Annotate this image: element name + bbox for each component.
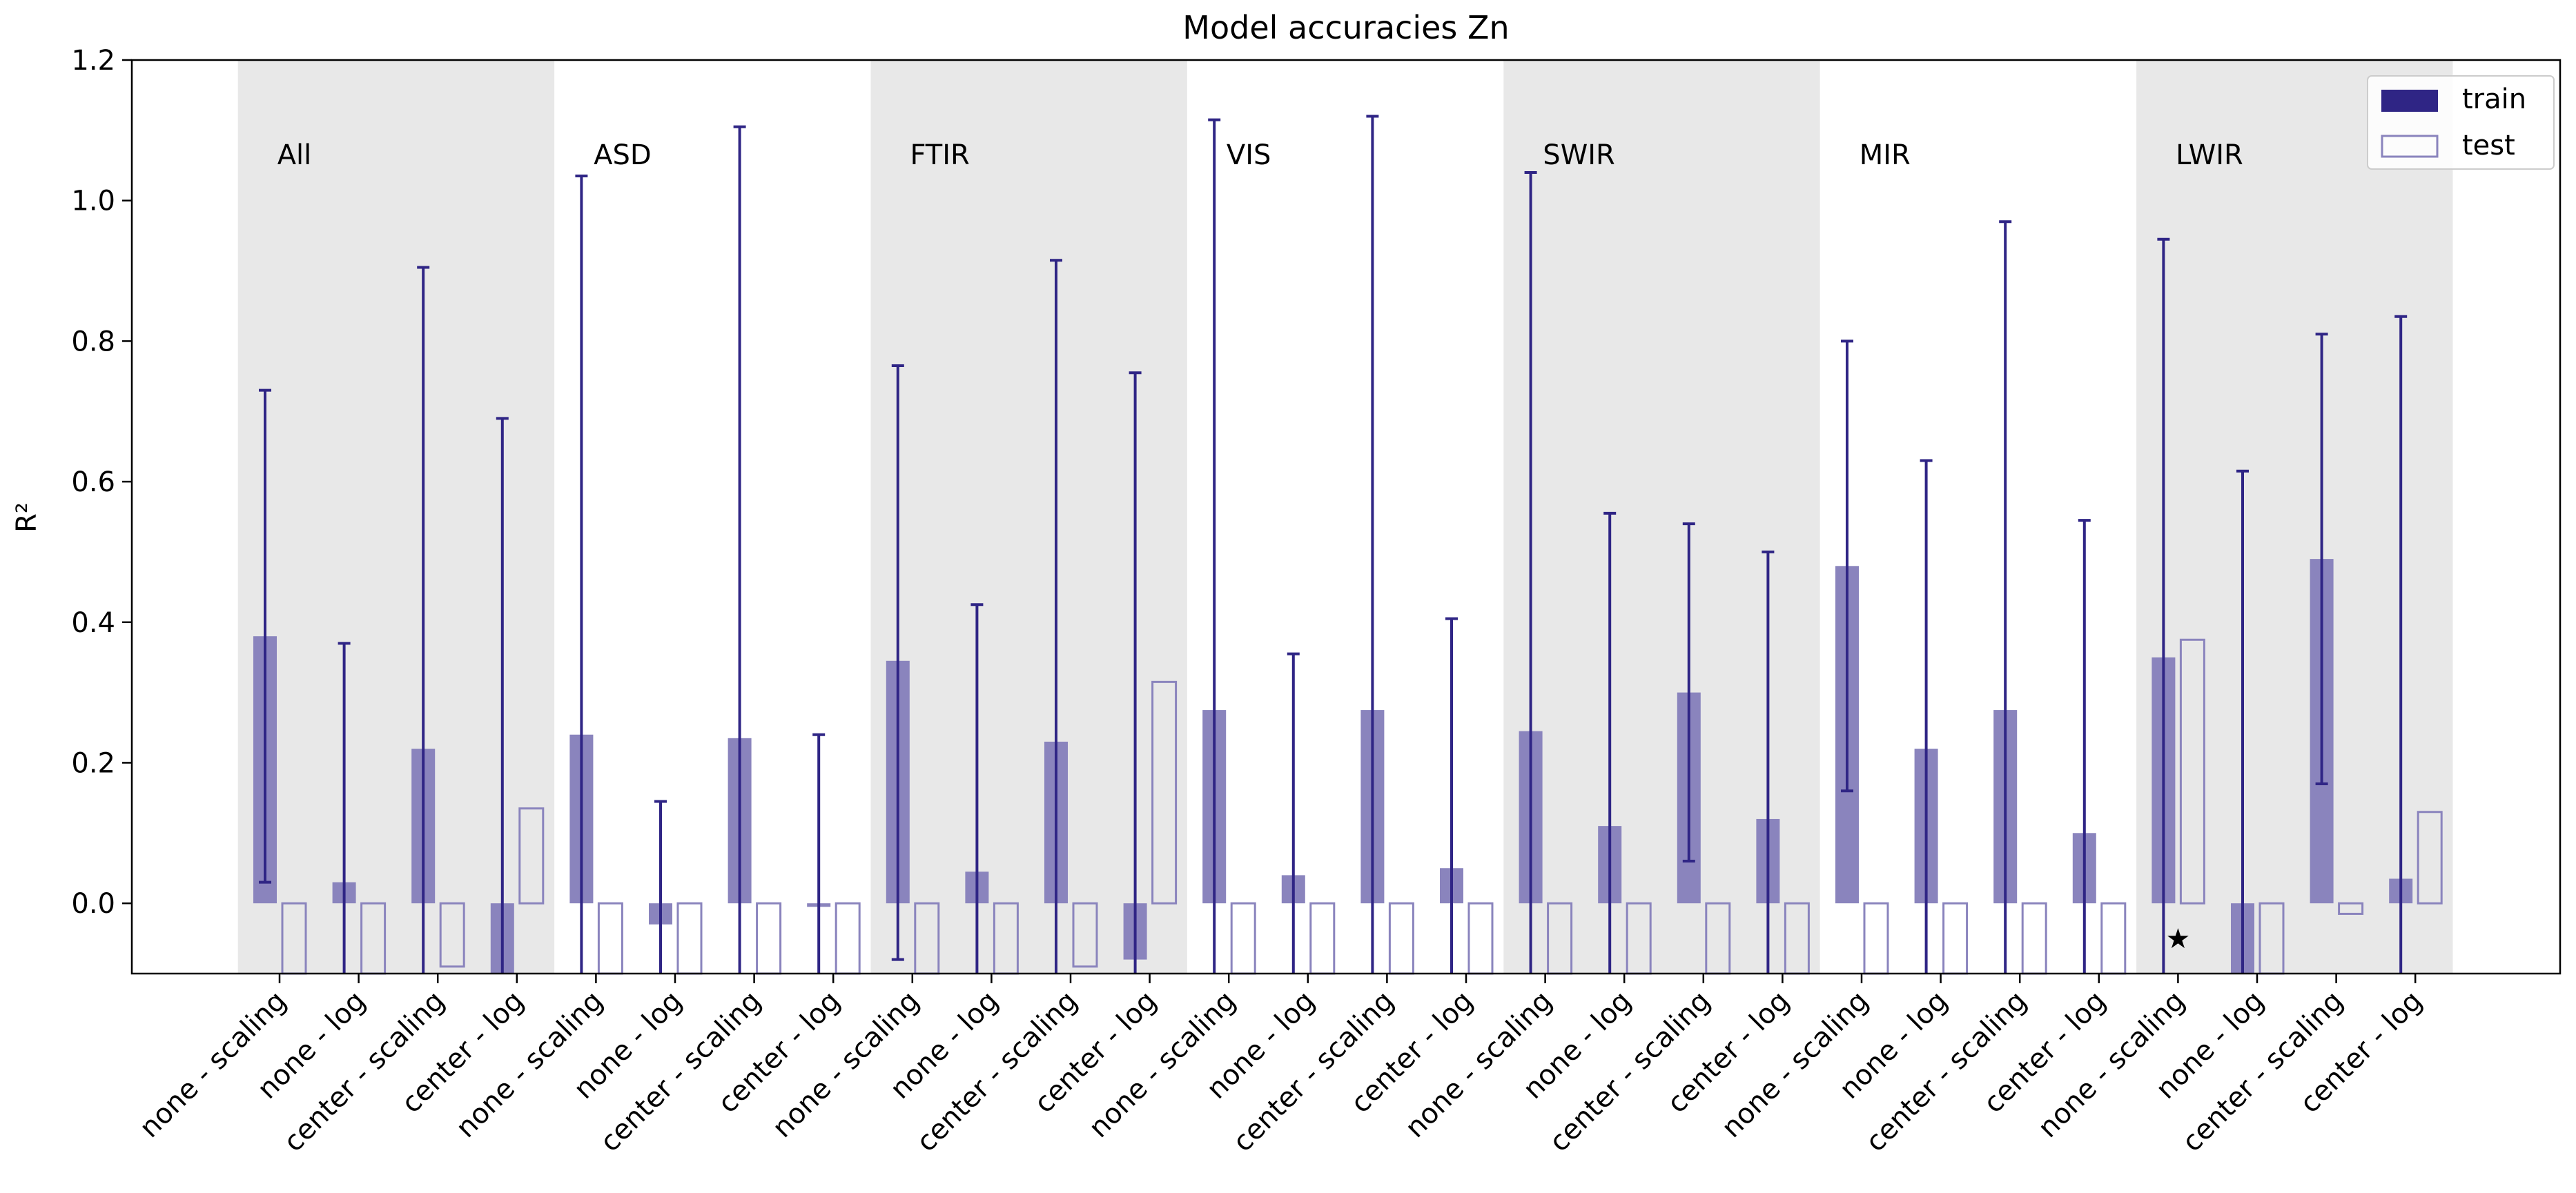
test-bar-2 — [439, 902, 465, 968]
test-bar-26 — [2338, 902, 2364, 915]
group-label-5: MIR — [1860, 139, 1911, 171]
test-bar-24 — [2179, 638, 2205, 905]
group-band-6 — [2136, 61, 2453, 973]
group-band-0 — [237, 61, 555, 973]
y-tick-label-1: 0.2 — [71, 747, 115, 779]
plot-frame — [130, 59, 2562, 975]
legend-swatch-test — [2381, 135, 2439, 158]
y-tick-label-5: 1.0 — [71, 186, 115, 217]
group-band-2 — [870, 61, 1187, 973]
group-label-1: ASD — [594, 139, 652, 171]
legend-label-test: test — [2462, 130, 2515, 161]
test-bar-27 — [2417, 811, 2443, 905]
test-bar-11 — [1151, 680, 1178, 905]
y-tick-label-2: 0.4 — [71, 607, 115, 639]
legend-label-train: train — [2462, 83, 2526, 115]
y-tick-label-6: 1.2 — [71, 45, 115, 77]
legend: train test — [2367, 75, 2555, 170]
group-label-4: SWIR — [1543, 139, 1615, 171]
y-tick-label-0: 0.0 — [71, 888, 115, 920]
group-label-3: VIS — [1227, 139, 1271, 171]
group-label-6: LWIR — [2176, 139, 2243, 171]
chart-title: Model accuracies Zn — [1182, 9, 1509, 46]
group-label-2: FTIR — [910, 139, 970, 171]
legend-swatch-train — [2381, 90, 2438, 112]
y-tick-label-3: 0.6 — [71, 466, 115, 498]
test-bar-3 — [518, 807, 545, 905]
y-tick-label-4: 0.8 — [71, 326, 115, 357]
test-bar-10 — [1072, 902, 1098, 968]
annotation-star-0: ★ — [2165, 923, 2190, 955]
group-label-0: All — [277, 139, 312, 171]
y-axis-label: R² — [11, 502, 43, 533]
